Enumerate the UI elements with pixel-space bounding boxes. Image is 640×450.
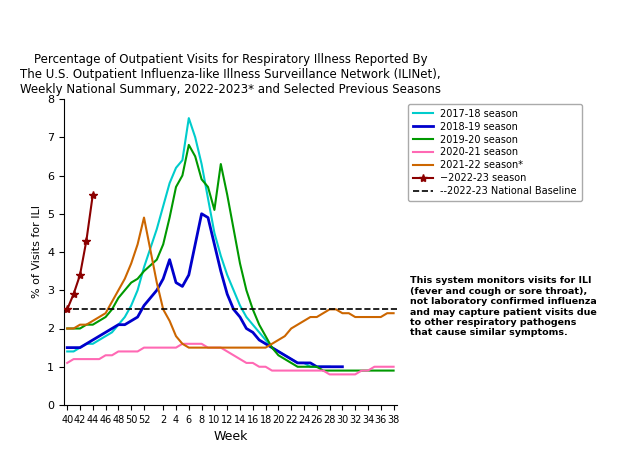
Title: Percentage of Outpatient Visits for Respiratory Illness Reported By
The U.S. Out: Percentage of Outpatient Visits for Resp… xyxy=(20,54,441,96)
Legend: 2017-18 season, 2018-19 season, 2019-20 season, 2020-21 season, 2021-22 season*,: 2017-18 season, 2018-19 season, 2019-20 … xyxy=(408,104,582,201)
X-axis label: Week: Week xyxy=(213,430,248,443)
Text: This system monitors visits for ILI
(fever and cough or sore throat),
not labora: This system monitors visits for ILI (fev… xyxy=(410,276,597,338)
Y-axis label: % of Visits for ILI: % of Visits for ILI xyxy=(31,206,42,298)
